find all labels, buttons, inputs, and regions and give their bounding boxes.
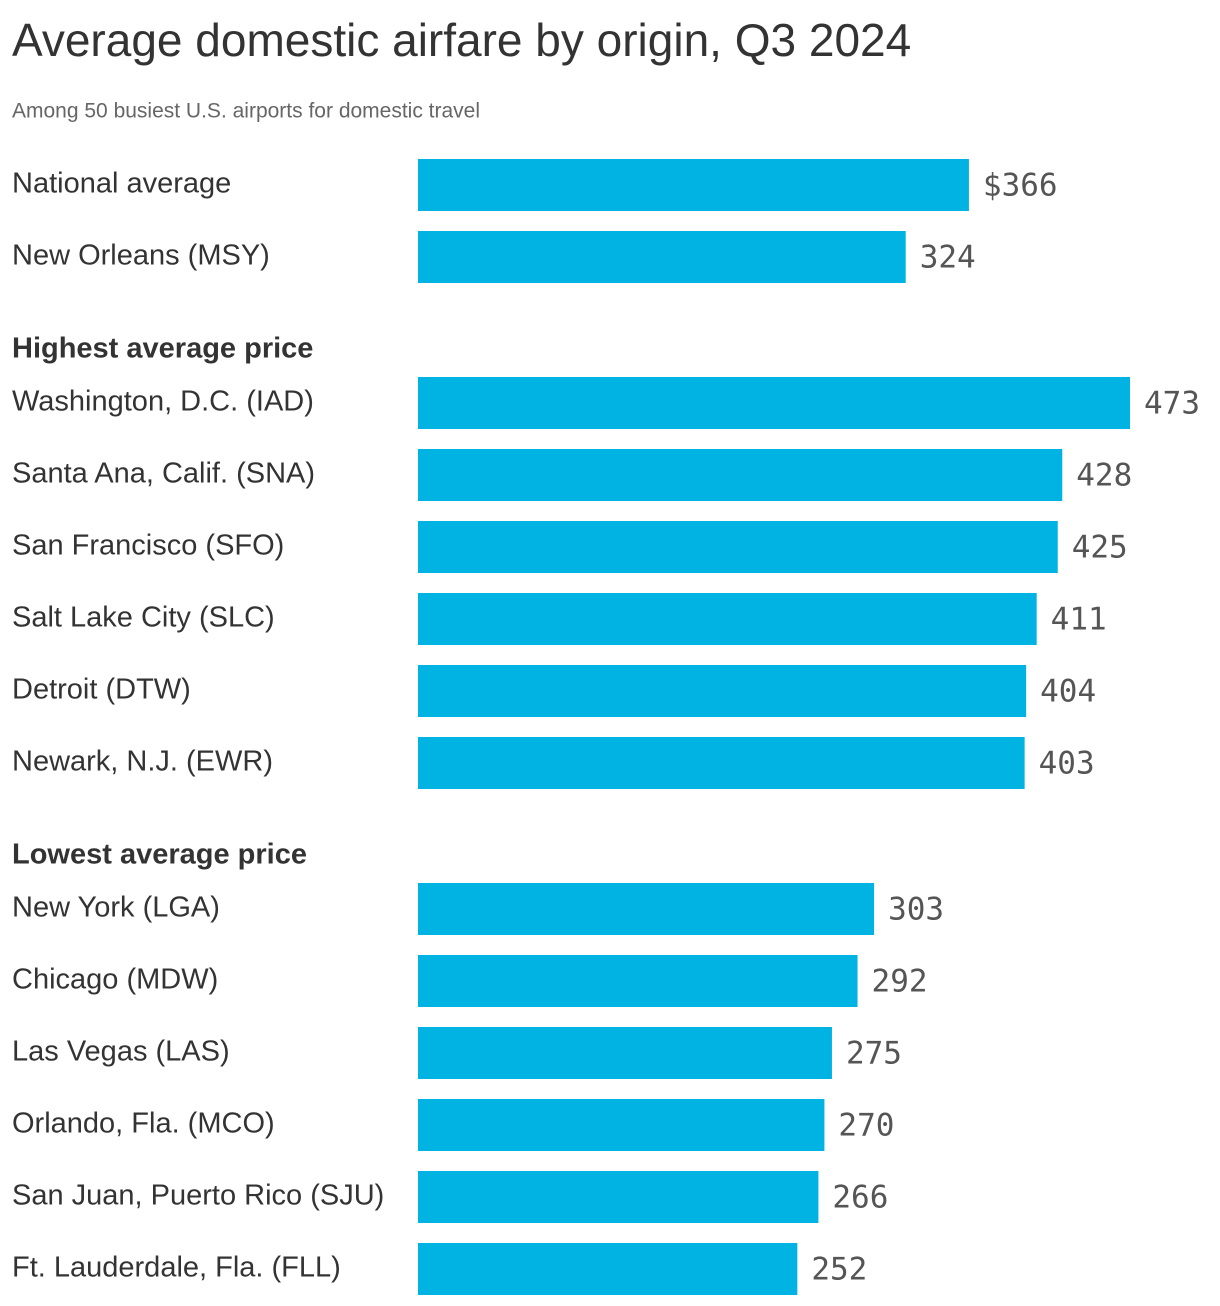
bar [418, 449, 1063, 501]
value-label: $366 [983, 168, 1058, 204]
bar [418, 159, 969, 211]
bar [418, 1027, 832, 1079]
category-label: New Orleans (MSY) [12, 240, 270, 272]
bar [418, 1171, 819, 1223]
value-label: 303 [888, 892, 944, 928]
chart-subtitle: Among 50 busiest U.S. airports for domes… [12, 100, 480, 123]
value-label: 292 [872, 964, 928, 1000]
value-label: 404 [1040, 674, 1096, 710]
category-label: San Juan, Puerto Rico (SJU) [12, 1180, 384, 1212]
value-label: 252 [811, 1252, 867, 1288]
value-label: 428 [1076, 458, 1132, 494]
bar [418, 1099, 825, 1151]
value-label: 324 [920, 240, 976, 276]
category-label: Chicago (MDW) [12, 964, 218, 996]
bar [418, 231, 906, 283]
bar [418, 1243, 798, 1295]
category-label: Newark, N.J. (EWR) [12, 746, 273, 778]
bar [418, 521, 1058, 573]
value-label: 473 [1144, 386, 1200, 422]
bar [418, 737, 1025, 789]
bar [418, 593, 1037, 645]
bar [418, 377, 1130, 429]
value-label: 403 [1039, 746, 1095, 782]
category-label: Salt Lake City (SLC) [12, 602, 275, 634]
value-label: 275 [846, 1036, 902, 1072]
category-label: New York (LGA) [12, 892, 220, 924]
category-label: San Francisco (SFO) [12, 530, 284, 562]
category-label: Detroit (DTW) [12, 674, 191, 706]
bar [418, 883, 875, 935]
value-label: 411 [1051, 602, 1107, 638]
value-label: 425 [1072, 530, 1128, 566]
category-label: Washington, D.C. (IAD) [12, 386, 314, 418]
value-label: 266 [832, 1180, 888, 1216]
category-label: Orlando, Fla. (MCO) [12, 1108, 275, 1140]
bar [418, 955, 858, 1007]
chart-title: Average domestic airfare by origin, Q3 2… [12, 14, 911, 66]
bar [418, 665, 1027, 717]
category-label: Santa Ana, Calif. (SNA) [12, 458, 315, 490]
value-label: 270 [838, 1108, 894, 1144]
group-heading: Highest average price [12, 333, 313, 365]
category-label: Ft. Lauderdale, Fla. (FLL) [12, 1252, 341, 1284]
group-heading: Lowest average price [12, 839, 307, 871]
category-label: National average [12, 168, 231, 200]
category-label: Las Vegas (LAS) [12, 1036, 230, 1068]
